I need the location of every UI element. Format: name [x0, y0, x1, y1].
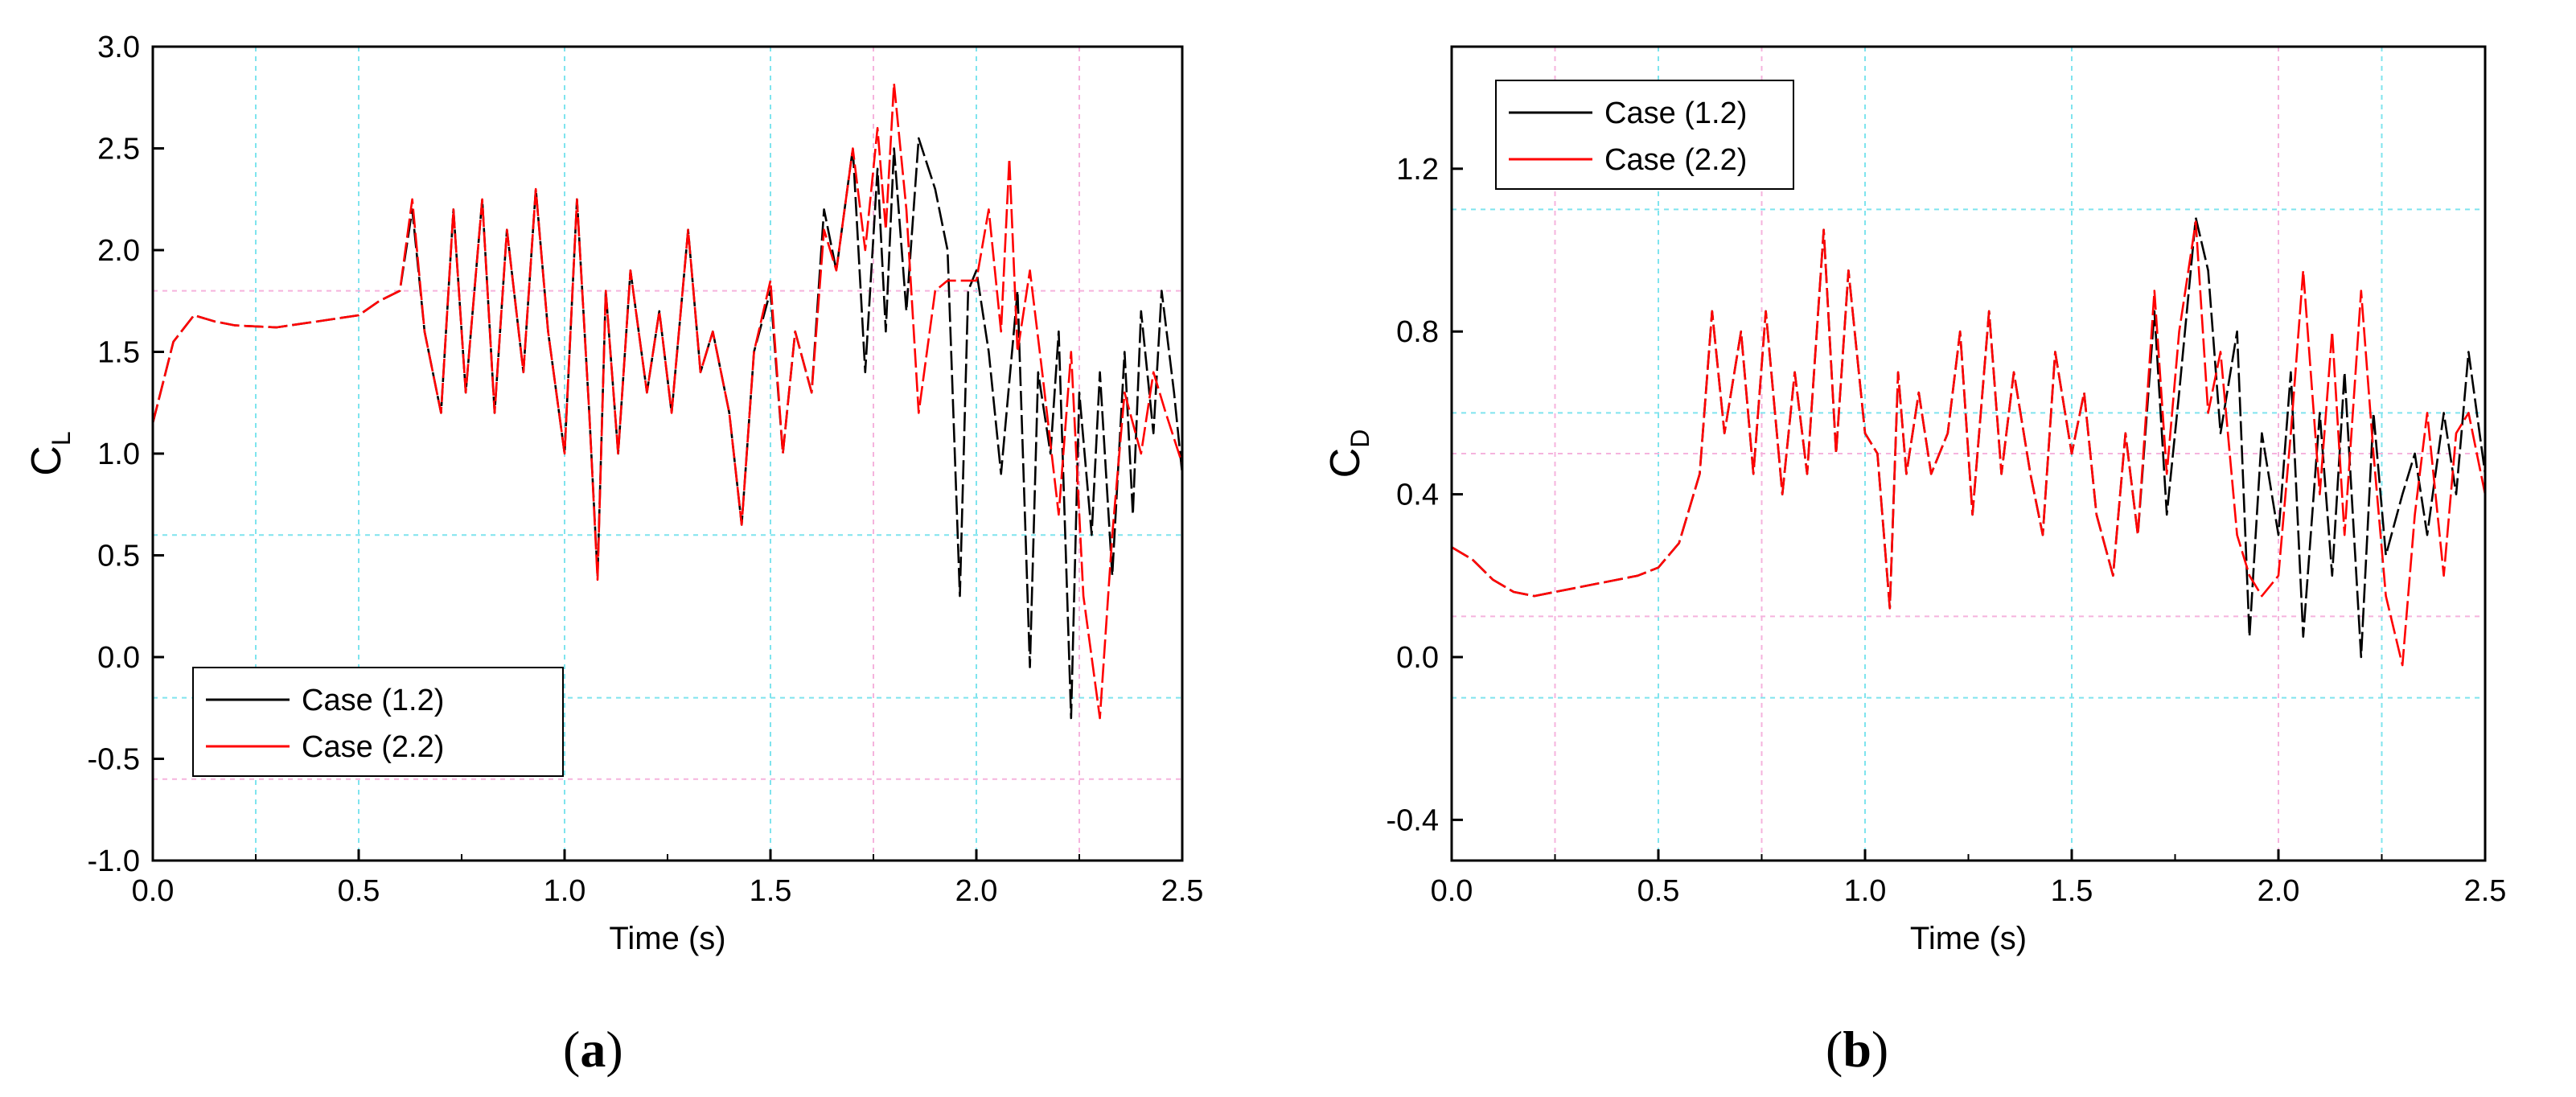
series-line-2 — [1451, 220, 2487, 667]
x-tick-label: 0.0 — [1431, 874, 1473, 908]
legend-box — [192, 667, 564, 777]
chart-panel-a: 0.0 0.5 1.0 1.5 2.0 2.5 -1.0 -0.5 0.0 0.5 1.0 1.5 2.… — [23, 31, 1203, 956]
x-tick-label: 1.5 — [750, 874, 792, 908]
y-tick-label: 0.0 — [1396, 641, 1439, 675]
x-tick-label: 2.0 — [2258, 874, 2300, 908]
panel-label-b: (b) — [1826, 1021, 1889, 1078]
y-tick-label: 0.0 — [97, 641, 140, 675]
y-axis-label: CL — [23, 431, 76, 475]
legend-label-1: Case (1.2) — [302, 684, 444, 717]
legend-box — [1495, 80, 1794, 190]
x-tick-label: 2.0 — [955, 874, 998, 908]
legend-label-2: Case (2.2) — [302, 730, 444, 764]
y-tick-label: -0.5 — [88, 743, 140, 777]
x-tick-label: 1.5 — [2051, 874, 2093, 908]
y-tick-label: 0.4 — [1396, 479, 1439, 512]
chart-panel-b: 0.0 0.5 1.0 1.5 2.0 2.5 -0.4 0.0 0.4 0.8 1.2 Time (… — [1322, 45, 2507, 956]
panel-label-a: (a) — [563, 1021, 623, 1078]
series-line-2 — [151, 82, 1184, 720]
x-axis-label: Time (s) — [609, 921, 725, 956]
y-axis-label: CD — [1322, 429, 1374, 479]
x-tick-label: 1.0 — [544, 874, 586, 908]
y-tick-label: 3.0 — [97, 31, 140, 64]
x-tick-label: 2.5 — [1161, 874, 1204, 908]
y-tick-label: 0.8 — [1396, 315, 1439, 349]
x-tick-label: 0.5 — [338, 874, 380, 908]
series-line-1 — [151, 137, 1184, 720]
y-tick-label: -0.4 — [1387, 803, 1439, 837]
x-tick-label: 0.0 — [132, 874, 175, 908]
y-tick-label: -1.0 — [88, 844, 140, 878]
y-tick-label: 1.5 — [97, 336, 140, 370]
x-tick-label: 0.5 — [1637, 874, 1680, 908]
y-tick-label: 1.0 — [97, 438, 140, 471]
y-tick-label: 0.5 — [97, 540, 140, 573]
y-tick-label: 1.2 — [1396, 153, 1439, 187]
legend-label-1: Case (1.2) — [1604, 97, 1747, 130]
series-line-1 — [1451, 216, 2487, 659]
x-axis-label: Time (s) — [1910, 921, 2027, 956]
y-tick-label: 2.5 — [97, 133, 140, 166]
x-tick-label: 2.5 — [2464, 874, 2507, 908]
legend-label-2: Case (2.2) — [1604, 143, 1747, 177]
y-tick-label: 2.0 — [97, 234, 140, 268]
x-tick-label: 1.0 — [1844, 874, 1887, 908]
